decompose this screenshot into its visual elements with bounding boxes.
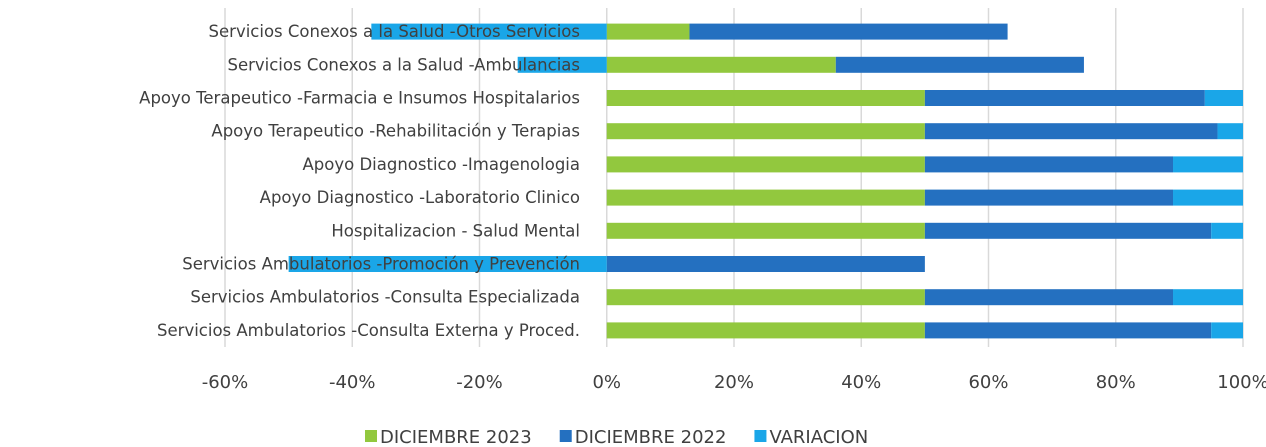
bar-segment	[606, 289, 925, 306]
category-label: Hospitalizacion - Salud Mental	[331, 221, 580, 240]
category-label: Servicios Ambulatorios -Consulta Externa…	[157, 321, 580, 340]
bar-segment	[924, 156, 1174, 173]
category-label: Servicios Conexos a la Salud -Ambulancia…	[227, 55, 580, 74]
x-tick-label: 40%	[841, 372, 881, 393]
bar-segment	[1173, 289, 1243, 306]
bar-segment	[1173, 156, 1243, 173]
category-label: Apoyo Terapeutico -Rehabilitación y Tera…	[211, 122, 580, 141]
bar-segment	[924, 123, 1218, 140]
bar-segment	[1211, 222, 1243, 239]
legend-swatch	[559, 430, 572, 442]
category-label: Servicios Ambulatorios -Promoción y Prev…	[182, 255, 580, 274]
category-label: Servicios Conexos a la Salud -Otros Serv…	[209, 22, 580, 41]
bar-segment	[924, 289, 1174, 306]
bar-segment	[924, 189, 1174, 206]
bar-segment	[924, 222, 1212, 239]
bar-segment	[606, 23, 690, 40]
bar-segment	[371, 23, 607, 40]
legend-label: DICIEMBRE 2023	[380, 427, 532, 447]
bar-segment	[924, 322, 1212, 339]
bar-segment	[606, 56, 836, 73]
bar-segment	[606, 222, 925, 239]
category-label: Apoyo Diagnostico -Laboratorio Clinico	[260, 188, 580, 207]
legend-swatch	[365, 430, 377, 442]
bar-segment	[606, 189, 925, 206]
legend-label: DICIEMBRE 2022	[575, 427, 727, 447]
category-label: Apoyo Terapeutico -Farmacia e Insumos Ho…	[139, 89, 580, 108]
legend-label: VARIACION	[769, 427, 868, 447]
bar-segment	[835, 56, 1084, 73]
x-tick-label: 80%	[1096, 372, 1136, 393]
bar-segment	[606, 256, 925, 272]
x-tick-label: -60%	[202, 372, 249, 393]
bar-segment	[606, 322, 925, 339]
x-tick-label: -20%	[456, 372, 503, 393]
bar-segment	[288, 256, 607, 272]
bar-segment	[1211, 322, 1243, 339]
bar-segment	[1173, 189, 1243, 206]
bar-segment	[517, 56, 607, 73]
x-tick-label: 20%	[714, 372, 754, 393]
bar-segment	[606, 123, 925, 140]
bar-segment	[1217, 123, 1243, 140]
bar-segment	[924, 90, 1205, 106]
x-tick-label: 100%	[1217, 372, 1266, 393]
x-tick-label: -40%	[329, 372, 376, 393]
bar-segment	[606, 156, 925, 173]
category-label: Apoyo Diagnostico -Imagenologia	[303, 155, 580, 174]
x-tick-label: 60%	[968, 372, 1008, 393]
bar-segment	[1204, 90, 1243, 106]
category-label: Servicios Ambulatorios -Consulta Especia…	[190, 288, 580, 307]
bar-segment	[606, 90, 925, 106]
bar-segment	[689, 23, 1008, 40]
legend-swatch	[754, 430, 767, 442]
x-tick-label: 0%	[592, 372, 621, 393]
